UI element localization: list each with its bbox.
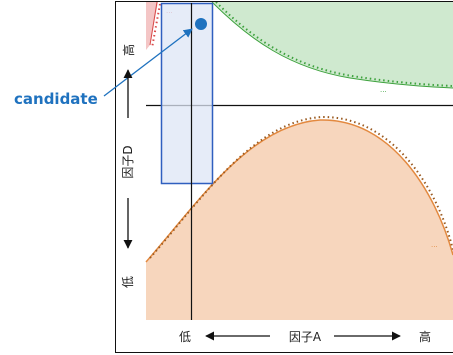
- diagram-frame: [115, 1, 453, 353]
- y-axis-label: 因子D: [121, 145, 135, 178]
- orange-region-line: [145, 119, 453, 263]
- x-axis-label: 因子A: [289, 330, 322, 344]
- y-axis-low-label: 低: [121, 276, 135, 288]
- x-axis-low-label: 低: [179, 330, 191, 344]
- candidate-label: candidate: [14, 90, 98, 108]
- green-region-label: ...: [380, 86, 387, 94]
- orange-region-label: ...: [431, 241, 438, 249]
- x-axis-high-label: 高: [419, 329, 431, 344]
- candidate-callout-arrow: [103, 28, 193, 97]
- y-axis-high-label: 高: [121, 44, 136, 56]
- candidate-highlight-box: [160, 2, 214, 185]
- orange-region: [146, 119, 453, 320]
- green-region-line: [211, 2, 453, 89]
- red-region-line: [149, 2, 158, 46]
- candidate-point[interactable]: [195, 18, 207, 30]
- red-region-dots: [151, 3, 161, 49]
- green-region: [212, 2, 453, 88]
